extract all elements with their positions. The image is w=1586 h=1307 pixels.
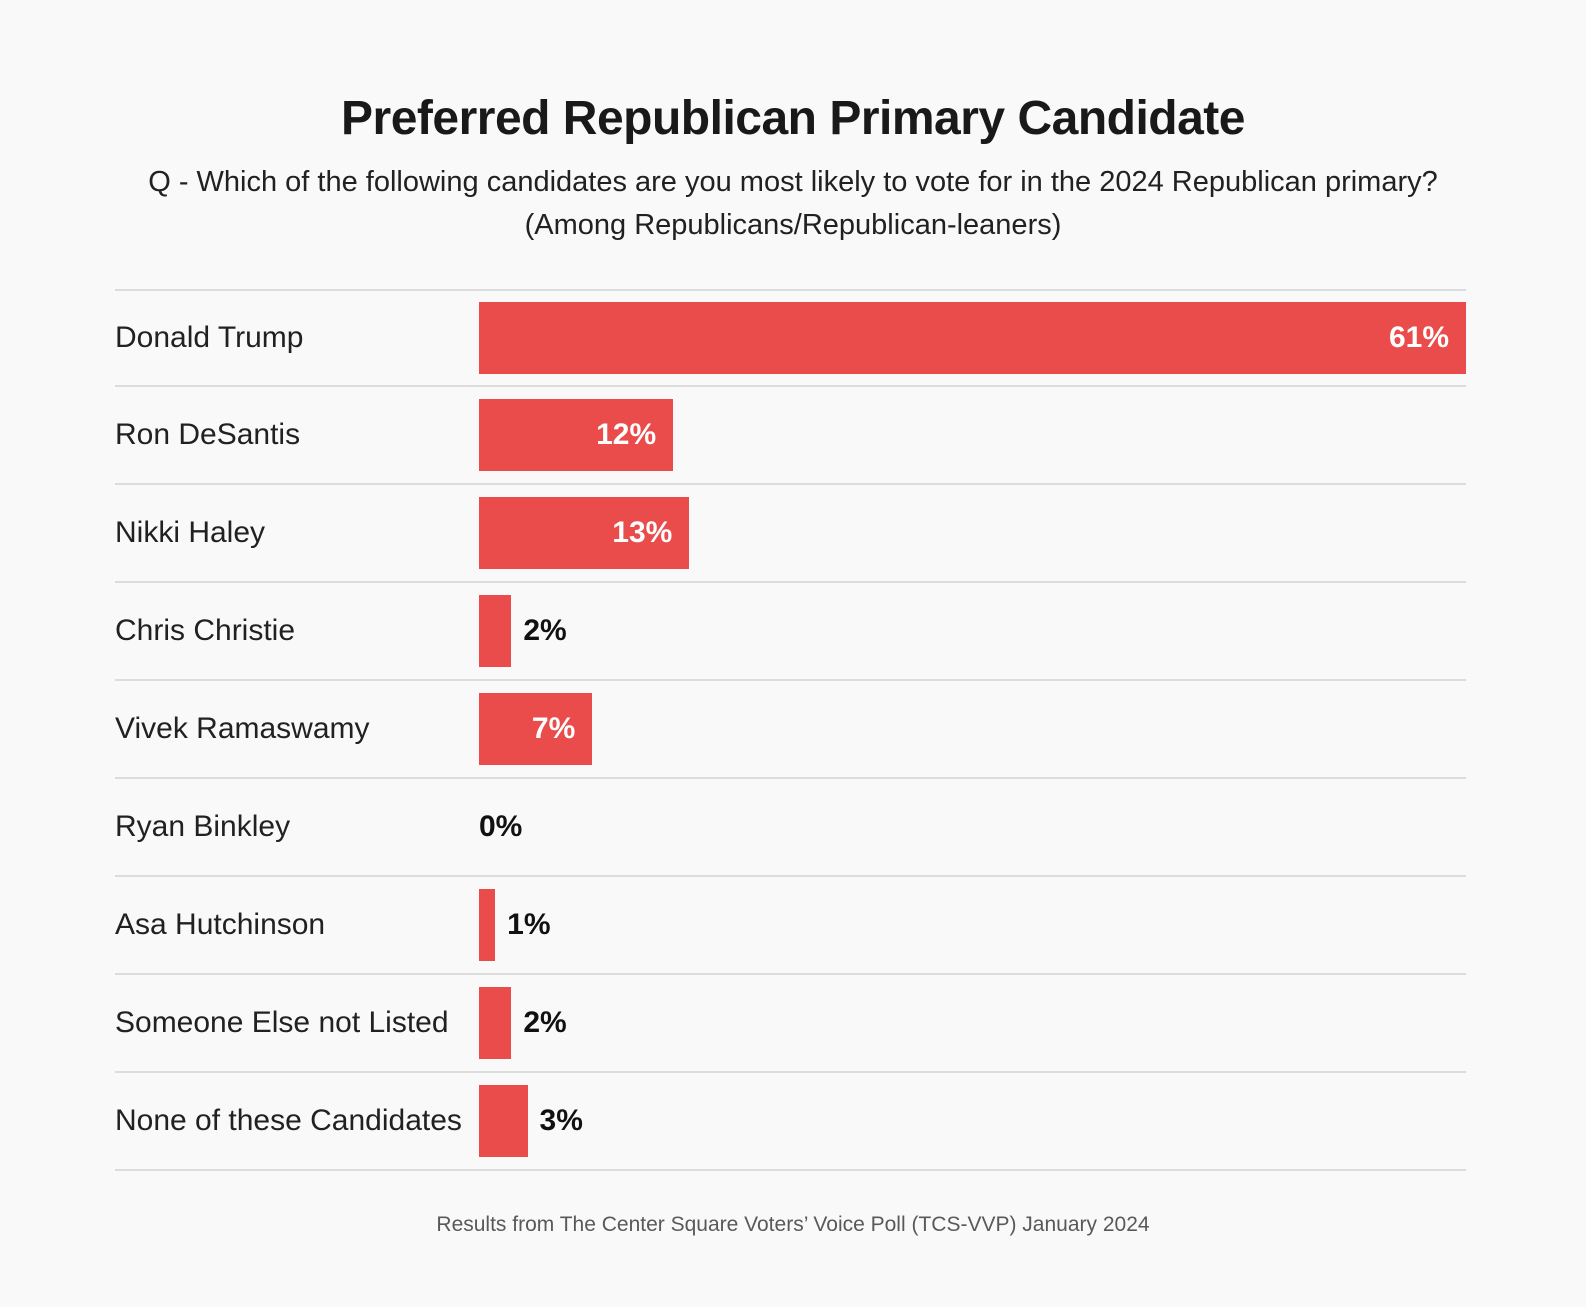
bar: 7% [479,693,593,766]
category-label: None of these Candidates [115,1104,462,1138]
bar-area: 3% [479,1085,1466,1158]
chart-subtitle: Q - Which of the following candidates ar… [0,161,1586,247]
category-label: Nikki Haley [115,516,266,550]
chart-row: Ryan Binkley 0% [115,779,1466,878]
category-label: Vivek Ramaswamy [115,712,370,746]
value-label: 2% [523,1006,567,1040]
value-label: 7% [531,712,576,746]
chart-title: Preferred Republican Primary Candidate [341,92,1245,145]
chart-row: Someone Else not Listed 2% [115,975,1466,1074]
chart-row: Asa Hutchinson 1% [115,877,1466,976]
value-label: 13% [612,516,673,550]
bar-area: 0% [479,791,1466,863]
bar-area: 2% [479,595,1466,668]
value-label: 61% [1388,321,1449,355]
chart-row: Ron DeSantis 12% [115,387,1466,486]
bar-area: 1% [479,889,1466,962]
bar: 13% [479,497,690,570]
bar-chart: Donald Trump 61% Ron DeSantis 12% Nikki Hale… [115,289,1466,1172]
category-label: Asa Hutchinson [115,908,326,942]
value-label: 12% [596,418,657,452]
bar-area: 12% [479,399,1466,472]
bar-area: 61% [479,302,1466,375]
bar-area: 7% [479,693,1466,766]
chart-row: None of these Candidates 3% [115,1073,1466,1172]
subtitle-population: (Among Republicans/Republican-leaners) [524,208,1062,241]
source-note: Results from The Center Square Voters’ V… [436,1213,1150,1237]
bar-area: 2% [479,987,1466,1060]
bar-area: 13% [479,497,1466,570]
value-label: 2% [523,614,567,648]
category-label: Donald Trump [115,321,304,355]
bar [479,889,496,962]
value-label: 1% [507,908,551,942]
chart-row: Vivek Ramaswamy 7% [115,681,1466,780]
subtitle-question: Q - Which of the following candidates ar… [148,165,1438,198]
bar: 12% [479,399,674,472]
bar [479,595,512,668]
category-label: Ron DeSantis [115,418,301,452]
category-label: Chris Christie [115,614,296,648]
bar: 61% [479,302,1466,375]
chart-row: Donald Trump 61% [115,289,1466,388]
value-label: 3% [539,1104,583,1138]
page: Preferred Republican Primary Candidate Q… [0,92,1586,1237]
chart-row: Chris Christie 2% [115,583,1466,682]
chart-row: Nikki Haley 13% [115,485,1466,584]
category-label: Someone Else not Listed [115,1006,449,1040]
bar [479,1085,528,1158]
bar [479,987,512,1060]
category-label: Ryan Binkley [115,810,291,844]
value-label: 0% [479,810,523,844]
